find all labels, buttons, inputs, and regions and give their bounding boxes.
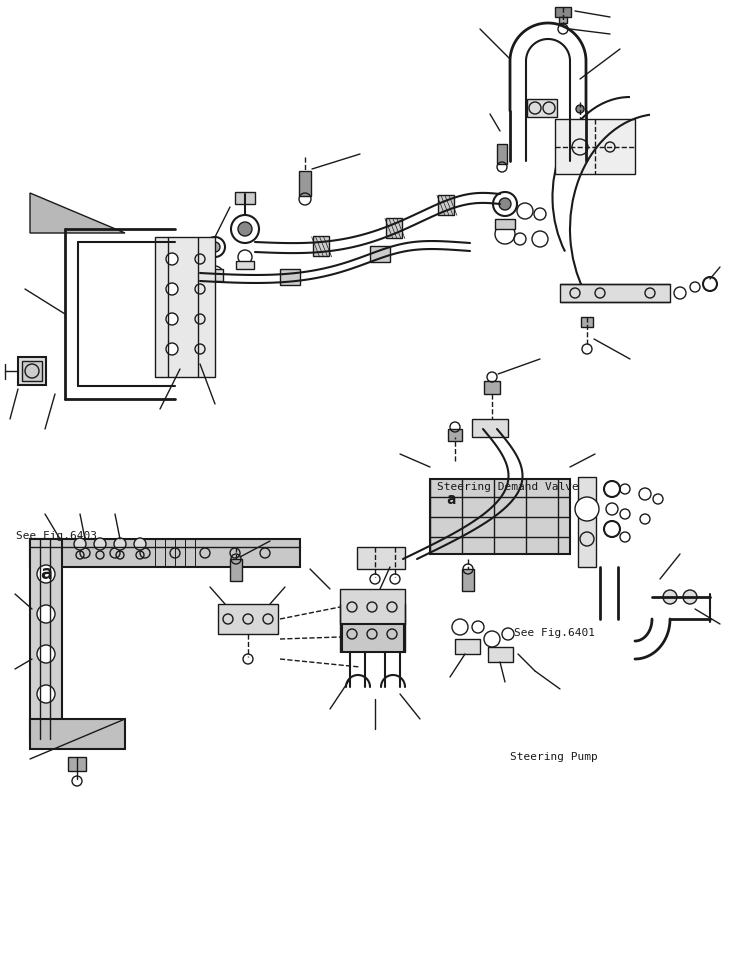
Bar — [299, 172, 311, 196]
Text: See Fig.6403: See Fig.6403 — [16, 531, 97, 540]
Circle shape — [166, 314, 178, 326]
Bar — [155, 237, 215, 377]
Bar — [455, 639, 480, 655]
Circle shape — [663, 590, 677, 604]
Circle shape — [238, 223, 252, 236]
Bar — [207, 270, 223, 282]
Bar — [68, 758, 86, 771]
Bar — [313, 236, 329, 256]
Bar — [357, 547, 405, 569]
Circle shape — [37, 645, 55, 663]
Bar — [555, 120, 635, 174]
Circle shape — [37, 565, 55, 583]
Bar — [218, 604, 278, 635]
Circle shape — [166, 253, 178, 266]
Bar — [495, 220, 515, 230]
Circle shape — [576, 106, 584, 113]
Bar — [578, 477, 596, 567]
Bar — [386, 219, 402, 239]
Bar — [430, 479, 570, 555]
Bar — [438, 195, 454, 215]
Bar — [555, 8, 571, 18]
Text: a: a — [446, 492, 455, 507]
Text: See Fig.6401: See Fig.6401 — [514, 628, 595, 638]
Bar — [280, 270, 300, 286]
Bar — [22, 361, 42, 381]
Bar — [30, 539, 300, 567]
Circle shape — [166, 284, 178, 295]
Bar — [340, 589, 405, 624]
Circle shape — [166, 344, 178, 355]
Circle shape — [683, 590, 697, 604]
Bar — [342, 624, 404, 652]
Circle shape — [37, 685, 55, 703]
Bar — [30, 539, 62, 740]
Bar — [527, 100, 557, 118]
Circle shape — [94, 538, 106, 551]
Bar — [581, 317, 593, 328]
Bar — [560, 285, 670, 303]
Bar — [484, 381, 500, 395]
Circle shape — [210, 243, 220, 253]
Circle shape — [37, 605, 55, 623]
Polygon shape — [30, 193, 125, 233]
Bar — [472, 419, 508, 437]
Bar — [230, 559, 242, 581]
Bar — [370, 247, 390, 263]
Bar — [235, 193, 255, 205]
Circle shape — [114, 538, 126, 551]
Bar — [236, 262, 254, 270]
Bar — [497, 145, 507, 165]
Circle shape — [575, 497, 599, 521]
Bar — [488, 647, 513, 662]
Bar — [30, 720, 125, 749]
Bar — [462, 569, 474, 592]
Bar — [559, 18, 567, 24]
Bar — [448, 430, 462, 441]
Circle shape — [499, 199, 511, 211]
Circle shape — [134, 538, 146, 551]
Text: Steering Pump: Steering Pump — [510, 751, 598, 760]
Bar — [18, 357, 46, 386]
Text: Steering Demand Valve: Steering Demand Valve — [437, 482, 578, 492]
Circle shape — [74, 538, 86, 551]
Text: a: a — [40, 563, 52, 582]
